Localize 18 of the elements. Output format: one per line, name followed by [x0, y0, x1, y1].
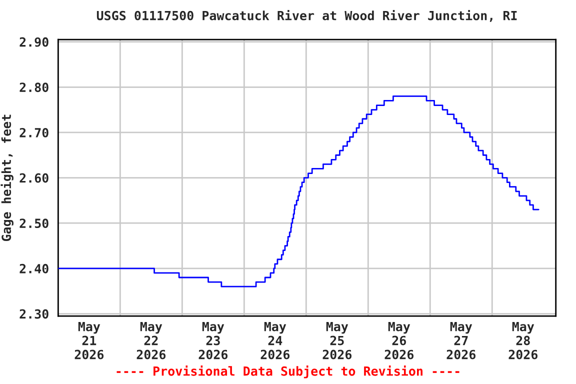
y-tick-label: 2.70	[20, 128, 48, 138]
y-tick-label: 2.30	[20, 309, 48, 319]
chart-title: USGS 01117500 Pawcatuck River at Wood River Junction, RI	[96, 10, 517, 22]
x-tick-label: May 25 2026	[322, 322, 352, 360]
y-tick-label: 2.80	[20, 82, 48, 92]
text: ---- Provisional Data Subject to Revision ----	[116, 365, 460, 378]
x-tick-label: May 27 2026	[446, 322, 476, 360]
y-tick-label: 2.90	[20, 37, 48, 47]
x-tick-label: May 28 2026	[508, 322, 538, 360]
y-tick-label: 2.50	[20, 218, 48, 228]
y-axis-title: Gage height, feet	[0, 114, 14, 242]
x-tick-label: May 23 2026	[198, 322, 228, 360]
x-tick-label: May 21 2026	[74, 322, 104, 360]
x-tick-label: May 22 2026	[136, 322, 166, 360]
y-tick-label: 2.40	[20, 264, 48, 274]
x-tick-label: May 26 2026	[384, 322, 414, 360]
x-tick-label: May 24 2026	[260, 322, 290, 360]
y-tick-label: 2.60	[20, 173, 48, 183]
